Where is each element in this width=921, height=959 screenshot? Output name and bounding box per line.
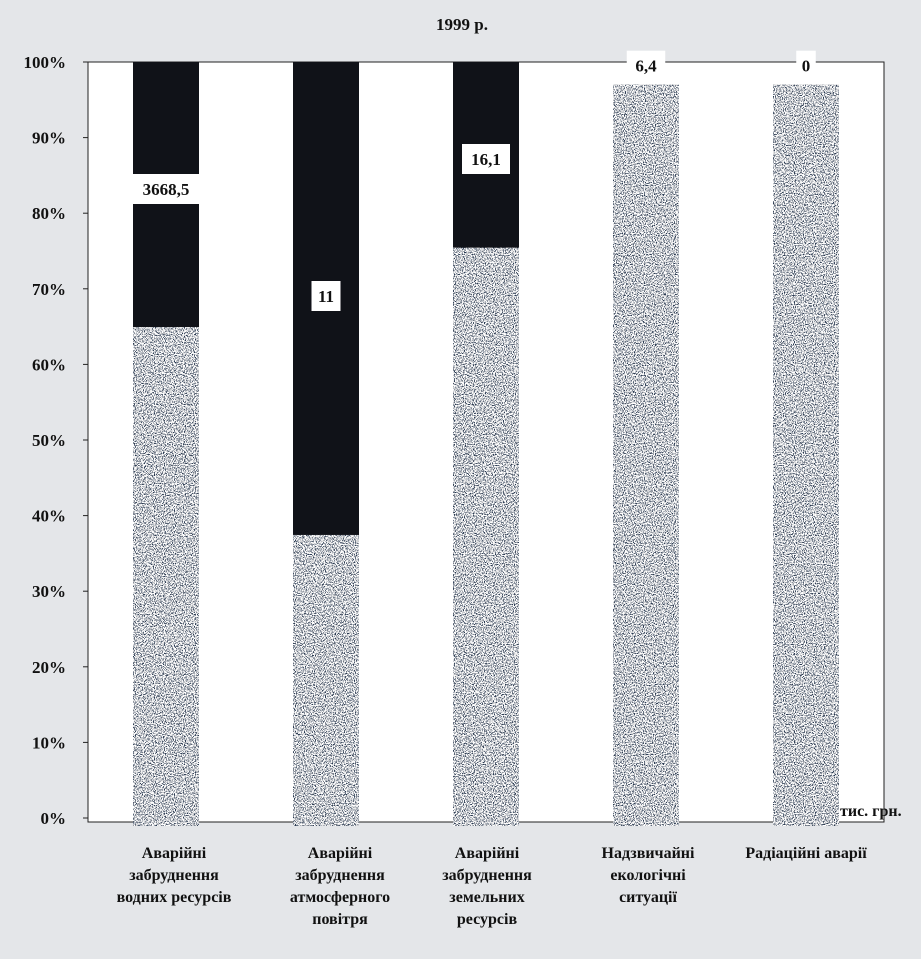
bars-group: [133, 62, 839, 827]
data-label: 6,4: [635, 57, 657, 76]
bar-segment-lower: [133, 319, 199, 826]
category-label-line: повітря: [312, 911, 368, 928]
data-label-box: [132, 174, 200, 204]
y-tick-label: 10%: [32, 733, 66, 752]
data-label-box: [311, 281, 341, 311]
category-label-line: земельних: [449, 889, 524, 906]
data-label: 0: [802, 57, 811, 76]
category-label: Аварійні забруднення земельних ресурсів: [442, 845, 532, 928]
bar-segment-lower: [293, 526, 359, 826]
category-label-line: ресурсів: [457, 911, 518, 928]
data-label: 3668,5: [143, 180, 190, 199]
category-label-line: забруднення: [295, 867, 385, 884]
bar-segment-lower: [453, 239, 519, 826]
y-tick-label: 0%: [41, 809, 67, 828]
category-label-line: забруднення: [442, 867, 532, 884]
category-label: Радіаційні аварії: [745, 845, 867, 862]
y-tick-label: 40%: [32, 507, 66, 526]
category-label: Аварійні забруднення водних ресурсів: [117, 845, 232, 906]
data-label-box: [462, 144, 510, 174]
category-label-line: Радіаційні аварії: [745, 845, 867, 862]
category-label-line: атмосферного: [290, 889, 390, 906]
y-axis: 0% 10% 20% 30% 40% 50% 60% 70% 80% 90% 100%: [24, 53, 88, 828]
category-label: Аварійні забруднення атмосферного повітря: [290, 845, 390, 928]
y-tick-label: 50%: [32, 431, 66, 450]
y-tick-label: 90%: [32, 129, 66, 148]
unit-label: тис. грн.: [840, 803, 902, 820]
data-labels-group: 3668,5 11 16,1 6,4 0: [132, 50, 816, 311]
y-tick-label: 70%: [32, 280, 66, 299]
data-label-box: [796, 50, 816, 81]
category-label-line: екологічні: [610, 867, 686, 884]
category-label-line: Аварійні: [308, 845, 373, 862]
category-label-line: Аварійні: [142, 845, 207, 862]
category-label-line: водних ресурсів: [117, 889, 232, 906]
category-labels-group: Аварійні забруднення водних ресурсівАварій…: [117, 845, 868, 928]
y-tick-label: 100%: [24, 53, 67, 72]
category-label: Надзвичайні екологічні ситуації: [602, 845, 695, 906]
data-label: 16,1: [471, 150, 501, 169]
category-label-line: забруднення: [129, 867, 219, 884]
chart-title: 1999 р.: [436, 15, 488, 34]
y-tick-label: 80%: [32, 204, 66, 223]
data-label: 11: [318, 287, 334, 306]
y-tick-label: 60%: [32, 355, 66, 374]
y-tick-label: 20%: [32, 658, 66, 677]
category-label-line: ситуації: [619, 889, 677, 906]
bar-segment-lower: [773, 84, 839, 827]
category-label-line: Аварійні: [455, 845, 520, 862]
data-label-box: [626, 50, 666, 81]
bar-segment-lower: [613, 84, 679, 827]
category-label-line: Надзвичайні: [602, 845, 695, 862]
y-tick-label: 30%: [32, 582, 66, 601]
